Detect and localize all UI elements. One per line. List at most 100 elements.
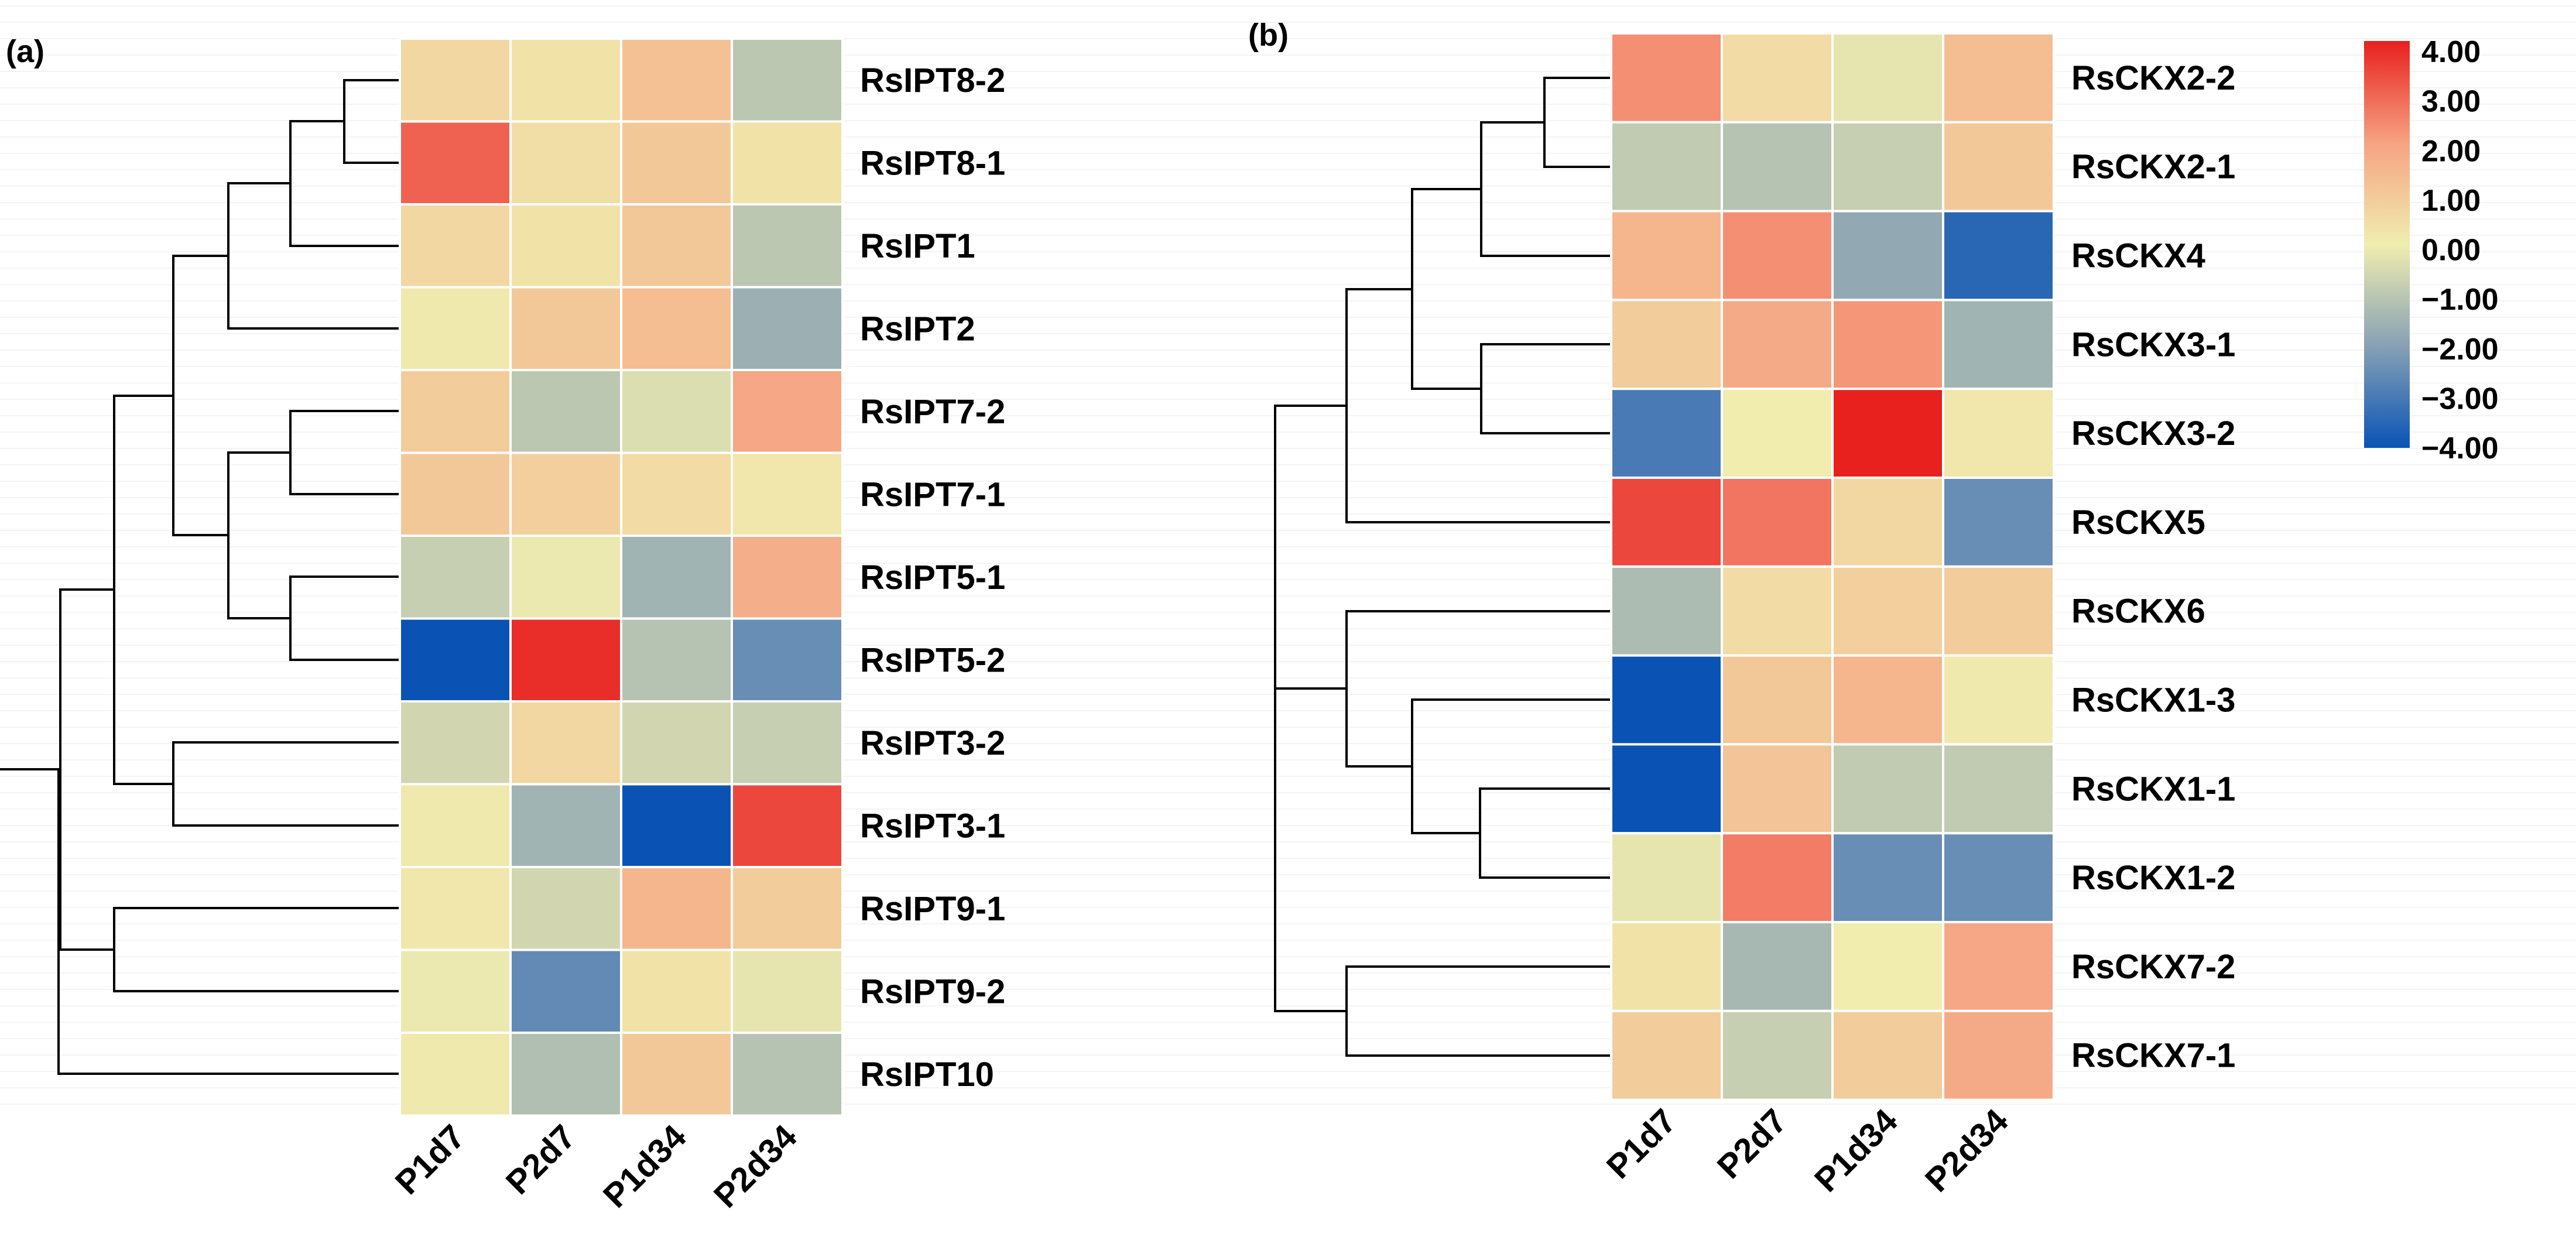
heatmap-a-cell-RsIPT8-2-P1d7 xyxy=(399,37,512,123)
heatmap-a-cell-RsIPT5-1-P2d7 xyxy=(509,535,622,620)
heatmap-b-cell-RsCKX7-1-P1d34 xyxy=(1831,1009,1944,1101)
heatmap-b-column-labels: P1d7 P2d7 P1d34 P2d34 xyxy=(1599,1102,2016,1200)
colorbar-gradient xyxy=(2364,41,2410,448)
heatmap-b-cell-RsCKX3-2-P1d7 xyxy=(1610,388,1723,479)
heatmap-a-row-label: RsIPT10 xyxy=(860,1056,994,1094)
heatmap-a-row-label: RsIPT9-1 xyxy=(860,890,1005,928)
dendro-a-branch-6 xyxy=(227,451,290,619)
heatmap-b-cell-RsCKX4-P1d7 xyxy=(1610,210,1723,302)
heatmap-b-cell-RsCKX7-2-P1d34 xyxy=(1831,921,1944,1012)
heatmap-a-cell-RsIPT10-P1d7 xyxy=(399,1032,512,1117)
heatmap-a-cell-RsIPT8-1-P1d34 xyxy=(620,120,733,205)
heatmap-a-column-label: P2d7 xyxy=(499,1118,583,1202)
heatmap-b-row-label: RsCKX3-2 xyxy=(2071,415,2235,453)
heatmap-b-cell-RsCKX1-2-P1d7 xyxy=(1610,832,1723,923)
heatmap-b-row-label: RsCKX6 xyxy=(2071,592,2205,631)
heatmap-a-cell-RsIPT2-P2d34 xyxy=(731,286,844,371)
colorbar-tick-label: 2.00 xyxy=(2421,134,2481,168)
heatmap-a-cell-RsIPT2-P1d7 xyxy=(399,286,512,371)
heatmap-a-cell-RsIPT1-P1d34 xyxy=(620,203,733,289)
heatmap-a-cell-RsIPT5-2-P1d34 xyxy=(620,617,733,703)
heatmap-b-cell-RsCKX2-2-P2d7 xyxy=(1721,32,1834,124)
heatmap-a-cell-RsIPT3-1-P2d7 xyxy=(509,783,622,868)
colorbar-tick-labels: 4.00 3.00 2.00 1.00 0.00 −1.00 −2.00 −3.00 −4.00 xyxy=(2421,35,2499,465)
heatmap-a-cell-RsIPT7-2-P2d34 xyxy=(731,369,844,454)
panel-b-label: (b) xyxy=(1248,18,1289,53)
heatmap-a-cell-RsIPT7-1-P2d34 xyxy=(731,451,844,537)
heatmap-a-cell-RsIPT10-P1d34 xyxy=(620,1032,733,1117)
heatmap-b-cell-RsCKX6-P1d7 xyxy=(1610,565,1723,657)
heatmap-b-cell-RsCKX5-P1d7 xyxy=(1610,477,1723,568)
heatmap-b-cell-RsCKX3-2-P2d34 xyxy=(1942,388,2055,479)
heatmap-a-cell-RsIPT8-1-P2d7 xyxy=(509,120,622,205)
heatmap-b-cell-RsCKX2-1-P2d34 xyxy=(1942,121,2055,213)
heatmap-b-cell-RsCKX7-2-P2d34 xyxy=(1942,921,2055,1012)
heatmap-a-cell-RsIPT5-2-P2d7 xyxy=(509,617,622,703)
dendrogram-b xyxy=(1274,77,1611,1057)
heatmap-a-cell-RsIPT3-2-P2d7 xyxy=(509,700,622,786)
heatmap-b-cell-RsCKX2-2-P1d7 xyxy=(1610,32,1723,124)
heatmap-a-row-label: RsIPT5-2 xyxy=(860,641,1005,679)
heatmap-a-cell-RsIPT7-1-P1d34 xyxy=(620,451,733,537)
dendro-b-branch-7 xyxy=(1411,698,1611,834)
heatmap-a-cell-RsIPT9-1-P1d34 xyxy=(620,866,733,951)
heatmap-a-cell-RsIPT7-1-P2d7 xyxy=(509,451,622,537)
heatmap-a-cell-RsIPT3-2-P1d7 xyxy=(399,700,512,786)
heatmap-b-cell-RsCKX3-1-P1d7 xyxy=(1610,299,1723,391)
heatmap-a-cell-RsIPT9-2-P2d34 xyxy=(731,948,844,1034)
heatmap-a-column-label: P2d34 xyxy=(707,1118,804,1215)
heatmap-a-cell-RsIPT9-1-P2d7 xyxy=(509,866,622,951)
heatmap-a-cell-RsIPT5-2-P1d7 xyxy=(399,617,512,703)
heatmap-a-row-label: RsIPT2 xyxy=(860,310,975,348)
heatmap-a-column-labels: P1d7 P2d7 P1d34 P2d34 xyxy=(388,1118,804,1215)
heatmap-a-row-label: RsIPT3-1 xyxy=(860,807,1005,845)
heatmap-a-cell-RsIPT8-1-P1d7 xyxy=(399,120,512,205)
dendro-a-branch-7 xyxy=(172,255,228,536)
heatmap-b-cell-RsCKX7-1-P1d7 xyxy=(1610,1009,1723,1101)
heatmap-b-row-label: RsCKX5 xyxy=(2071,503,2205,542)
heatmap-b-cell-RsCKX3-1-P1d34 xyxy=(1831,299,1944,391)
heatmap-a-cell-RsIPT1-P1d7 xyxy=(399,203,512,289)
dendro-b-branch-5 xyxy=(1345,288,1611,523)
heatmap-b-cell-RsCKX6-P2d34 xyxy=(1942,565,2055,657)
heatmap-b-cell-RsCKX3-1-P2d34 xyxy=(1942,299,2055,391)
dendro-b-branch-3 xyxy=(1480,343,1611,434)
heatmap-b-cell-RsCKX1-2-P1d34 xyxy=(1831,832,1944,923)
heatmap-a-cell-RsIPT2-P2d7 xyxy=(509,286,622,371)
heatmap-a-row-label: RsIPT3-2 xyxy=(860,724,1005,762)
heatmap-panel-b: (b) RsCKX2-2 RsCKX2-1 xyxy=(1248,18,2235,1200)
dendro-a-branch-9 xyxy=(113,395,173,785)
colorbar-tick-label: 1.00 xyxy=(2421,184,2481,218)
heatmap-a-cell-RsIPT7-1-P1d7 xyxy=(399,451,512,537)
dendro-a-branch-1 xyxy=(343,79,400,164)
heatmap-a-cell-RsIPT8-2-P2d34 xyxy=(731,37,844,123)
heatmap-a-cell-RsIPT5-1-P1d34 xyxy=(620,535,733,620)
heatmap-b-cell-RsCKX3-2-P1d34 xyxy=(1831,388,1944,479)
heatmap-b-cell-RsCKX1-2-P2d34 xyxy=(1942,832,2055,923)
colorbar-tick-label: −1.00 xyxy=(2421,283,2499,317)
colorbar-tick-label: −2.00 xyxy=(2421,333,2499,366)
heatmap-b-cell-RsCKX3-2-P2d7 xyxy=(1721,388,1834,479)
heatmap-a-column-label: P1d34 xyxy=(596,1118,694,1215)
heatmap-a-row-label: RsIPT1 xyxy=(860,227,975,265)
heatmap-b-row-labels: RsCKX2-2 RsCKX2-1 RsCKX4 RsCKX3-1 RsCKX3-2 Rs… xyxy=(2071,59,2235,1075)
heatmap-a-cell-RsIPT10-P2d7 xyxy=(509,1032,622,1117)
heatmap-a-cell-RsIPT3-1-P1d7 xyxy=(399,783,512,868)
dendro-a-branch-8 xyxy=(172,741,400,827)
heatmap-a-cell-RsIPT3-1-P2d34 xyxy=(731,783,844,868)
heatmap-a-row-label: RsIPT7-2 xyxy=(860,393,1005,431)
dendro-a-branch-11 xyxy=(59,588,114,951)
heatmap-b-cells xyxy=(1610,32,2055,1101)
heatmap-b-column-label: P1d34 xyxy=(1807,1102,1905,1200)
heatmap-b-cell-RsCKX2-1-P2d7 xyxy=(1721,121,1834,213)
heatmap-a-cell-RsIPT8-2-P2d7 xyxy=(509,37,622,123)
heatmap-b-cell-RsCKX5-P1d34 xyxy=(1831,477,1944,568)
heatmap-b-cell-RsCKX3-1-P2d7 xyxy=(1721,299,1834,391)
dendro-b-root xyxy=(1274,405,1347,1011)
heatmap-b-cell-RsCKX1-1-P2d34 xyxy=(1942,743,2055,835)
heatmap-a-cell-RsIPT5-1-P2d34 xyxy=(731,535,844,620)
heatmap-b-cell-RsCKX7-2-P2d7 xyxy=(1721,921,1834,1012)
colorbar-tick-label: 4.00 xyxy=(2421,35,2481,69)
heatmap-b-row-label: RsCKX1-3 xyxy=(2071,681,2235,720)
heatmap-b-row-label: RsCKX7-2 xyxy=(2071,948,2235,986)
